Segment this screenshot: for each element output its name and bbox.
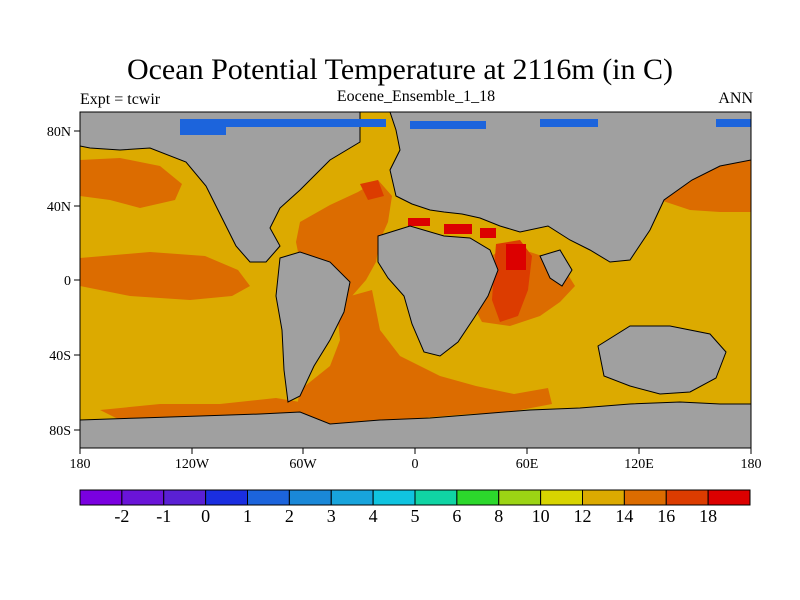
colorbar-swatch — [665, 489, 709, 506]
colorbar-swatch — [582, 489, 625, 506]
colorbar-swatch — [205, 489, 248, 506]
lat-tick-marks — [74, 130, 80, 431]
colorbar-swatch — [456, 489, 500, 506]
australia — [597, 325, 727, 395]
lon-label-3: 0 — [412, 457, 419, 472]
lon-label-4: 60E — [516, 457, 539, 472]
colorbar-label: 10 — [532, 506, 550, 526]
map-title: Ocean Potential Temperature at 2116m (in… — [126, 53, 674, 86]
lat-label-3: 40S — [49, 349, 71, 364]
lat-tick-labels: 80N 40N 0 40S 80S — [47, 125, 71, 439]
colorbar-label: 1 — [243, 506, 252, 526]
colorbar-label: -1 — [156, 506, 171, 526]
colorbar-swatch — [79, 489, 123, 506]
india — [539, 249, 573, 287]
mediterranean-hot — [360, 180, 384, 200]
colorbar-swatch — [247, 489, 290, 506]
lat-label-4: 80S — [49, 424, 71, 439]
equatorial-pacific-warm — [80, 252, 250, 300]
colorbar-swatch — [372, 489, 416, 506]
lon-label-1: 120W — [175, 457, 210, 472]
ensemble-label: Eocene_Ensemble_1_18 — [336, 88, 496, 105]
arctic-strip-2 — [180, 127, 226, 135]
lon-label-5: 120E — [624, 457, 654, 472]
colorbar-swatch — [330, 489, 374, 506]
colorbar-label: -2 — [114, 506, 129, 526]
lat-label-1: 40N — [47, 200, 71, 215]
season-label: ANN — [718, 90, 753, 107]
arabian-hot — [506, 244, 526, 270]
colorbar-label: 3 — [327, 506, 336, 526]
lon-label-6: 180 — [741, 457, 762, 472]
north-america — [80, 112, 361, 263]
ocean-18-plus-regions — [408, 218, 526, 270]
antarctica — [80, 401, 751, 448]
colorbar-label: 14 — [615, 506, 633, 526]
lat-label-0: 80N — [47, 125, 71, 140]
colorbar-label: 6 — [452, 506, 461, 526]
colorbar-swatch — [288, 489, 332, 506]
lon-tick-marks — [79, 448, 752, 454]
colorbar-label: 2 — [285, 506, 294, 526]
northwest-pacific-warm — [660, 156, 751, 212]
arctic-strip-4 — [540, 119, 598, 127]
north-pacific-warm — [80, 158, 182, 208]
tethys-hot-1 — [408, 218, 430, 226]
colorbar-label: 0 — [201, 506, 210, 526]
lat-label-2: 0 — [64, 274, 71, 289]
tethys-hot-3 — [480, 228, 496, 238]
colorbar-label: 18 — [699, 506, 717, 526]
south-atlantic-warm — [296, 290, 552, 424]
south-america — [275, 251, 351, 403]
africa — [377, 225, 499, 357]
colorbar-swatch — [623, 489, 667, 506]
colorbar-label: 4 — [369, 506, 378, 526]
land-masses — [80, 112, 751, 448]
colorbar-label: 12 — [574, 506, 592, 526]
arctic-strip-1 — [180, 119, 386, 127]
lon-label-0: 180 — [70, 457, 91, 472]
arctic-strip-5 — [716, 119, 751, 127]
colorbar-label: 16 — [657, 506, 675, 526]
experiment-label: Expt = tcwir — [80, 91, 161, 108]
colorbar-swatch — [498, 489, 542, 506]
lon-tick-labels: 180 120W 60W 0 60E 120E 180 — [70, 457, 762, 472]
colorbar-swatch — [121, 489, 165, 506]
arctic-cold-strips — [180, 119, 751, 135]
colorbar-swatch — [163, 489, 207, 506]
lon-label-2: 60W — [289, 457, 317, 472]
colorbar-swatch — [707, 489, 751, 506]
colorbar — [79, 489, 751, 506]
eurasia — [389, 112, 751, 263]
arctic-strip-3 — [410, 121, 486, 129]
tethys-hot-2 — [444, 224, 472, 234]
map-plot-area — [80, 112, 751, 448]
colorbar-swatch — [540, 489, 583, 506]
colorbar-labels: -2 -1 0 1 2 3 4 5 6 8 10 12 14 16 18 — [114, 506, 717, 526]
colorbar-label: 5 — [411, 506, 420, 526]
colorbar-swatch — [414, 489, 458, 506]
colorbar-label: 8 — [494, 506, 503, 526]
